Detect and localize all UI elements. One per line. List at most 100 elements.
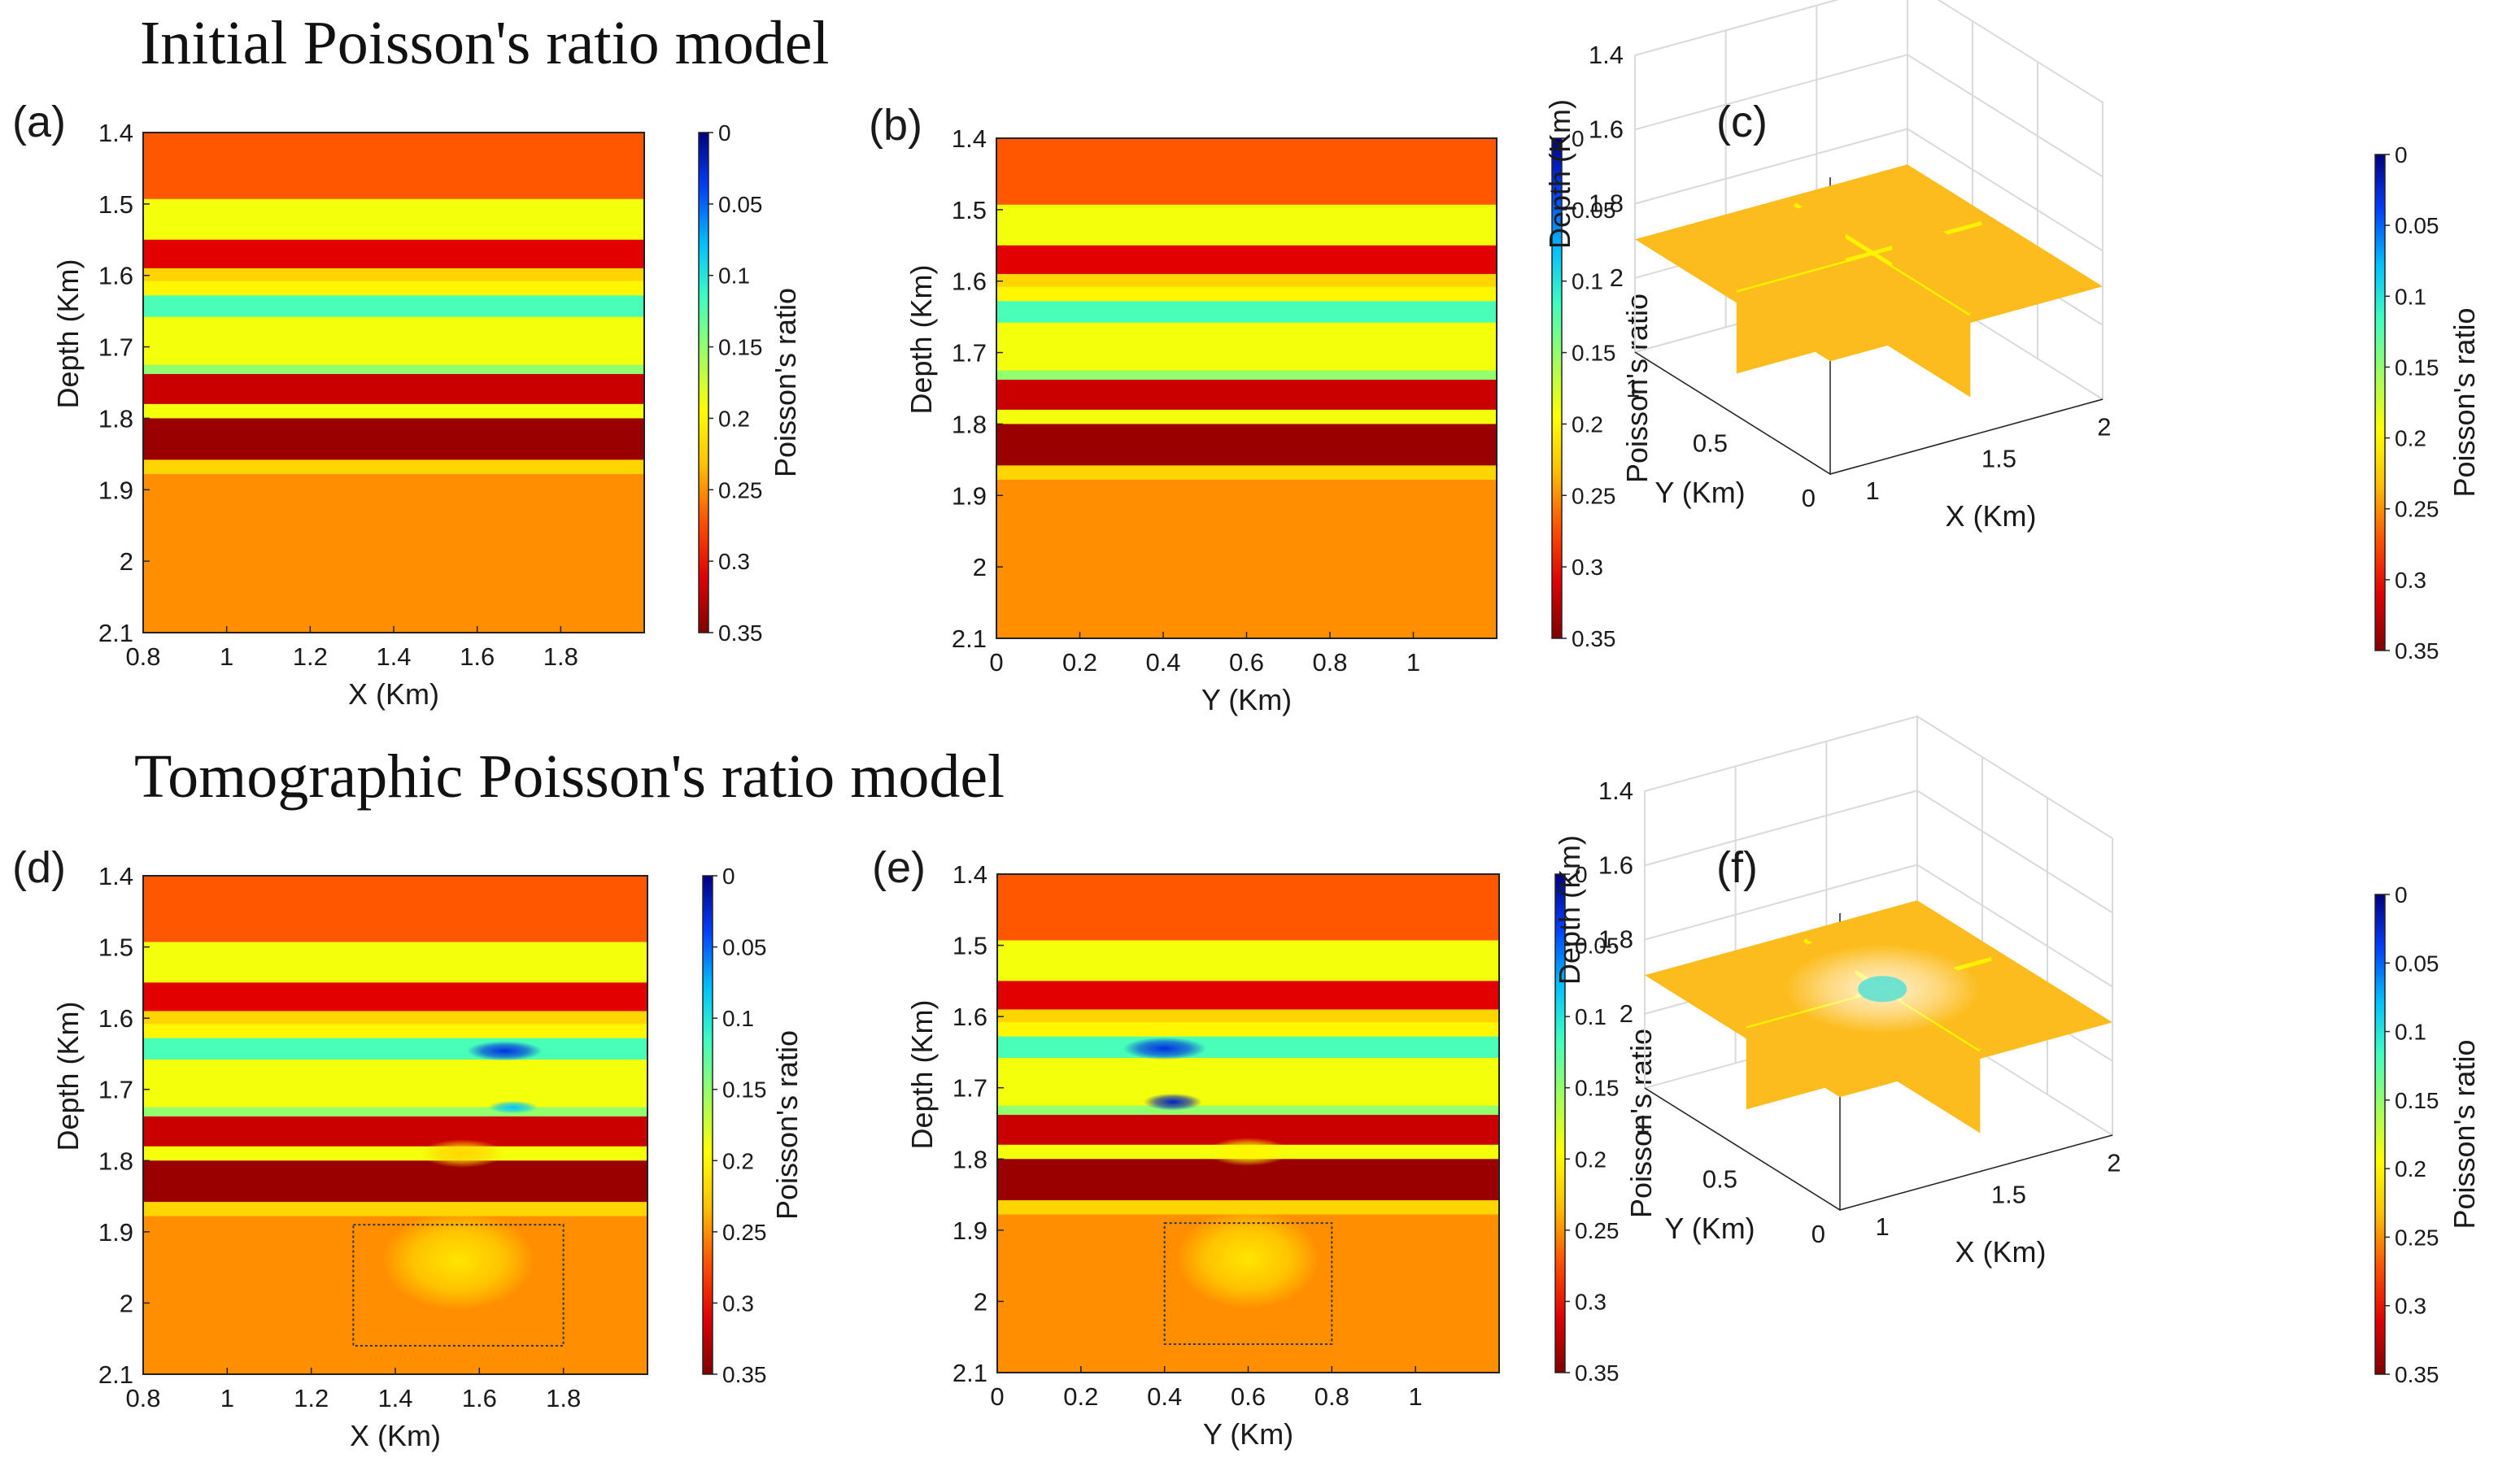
velocity-anomaly: [466, 1041, 543, 1061]
colorbar-tick-label: 0.35: [1572, 626, 1616, 651]
velocity-anomaly: [1177, 1208, 1319, 1309]
heatmap-layer: [996, 424, 1497, 466]
z-axis-label: Depth (Km): [1543, 99, 1576, 249]
colorbar-tick-label: 0.05: [722, 935, 767, 960]
colorbar-e: [1554, 873, 1566, 1373]
x-tick-label: 1: [1406, 648, 1420, 677]
z-tick-label: 2: [1620, 999, 1633, 1028]
colorbar-tick-label: 0: [1572, 126, 1585, 151]
x-tick-label: 1: [220, 642, 233, 671]
y-tick-label: 1.6: [98, 1004, 133, 1033]
y-tick-label: 1.8: [98, 404, 133, 433]
colorbar-tick-label: 0.1: [2395, 284, 2426, 309]
y-tick-label: 2.1: [98, 1360, 133, 1389]
y-tick-label: 2: [973, 553, 987, 581]
colorbar-tick-label: 0.2: [2395, 1156, 2426, 1182]
y-tick-label: 1.5: [98, 190, 133, 219]
heatmap-layer: [997, 1057, 1499, 1107]
x-axis-label: Y (Km): [1201, 683, 1292, 716]
z-tick-label: 1.4: [1589, 41, 1624, 69]
y-tick-label: 1.6: [98, 262, 133, 290]
x-tick-label: 2: [2107, 1149, 2121, 1177]
heatmap-layer: [997, 1022, 1499, 1038]
x-tick-label: 1.2: [293, 642, 328, 671]
panel-b: 0 0.2 0.4 0.6 0.8 1 1.4 1.5 1.6 1.7 1.8 1.9 2 2.1 Y (K…: [869, 101, 1654, 716]
heatmap-layer: [996, 409, 1497, 425]
colorbar-label: Poisson's ratio: [769, 288, 802, 477]
y-tick-label: 0.5: [1693, 429, 1728, 458]
x-tick-label: 1.2: [294, 1384, 329, 1412]
panel-a: 0.8 1 1.2 1.4 1.6 1.8 1.4 1.5 1.6 1.7 1.8 1.9 2 2.1 X …: [12, 98, 802, 711]
slice-depth-plane: [1635, 164, 2103, 362]
panel-label: (b): [869, 101, 922, 150]
colorbar-tick-label: 0.25: [1575, 1218, 1620, 1243]
colorbar-tick-label: 0.1: [1572, 269, 1603, 294]
heatmap-layer: [996, 245, 1497, 275]
x-tick-label: 0.4: [1147, 1382, 1182, 1411]
panel-label: (e): [872, 843, 926, 892]
colorbar-tick-label: 0: [722, 864, 735, 889]
x-tick-label: 0.8: [1312, 648, 1347, 677]
x-axis-label: X (Km): [350, 1419, 441, 1452]
z-axis-label: Depth (Km): [1553, 835, 1586, 985]
x-tick-label: 1.5: [1981, 445, 2016, 473]
velocity-anomaly: [1858, 976, 1907, 1003]
colorbar-tick-label: 0.1: [722, 1006, 754, 1031]
heatmap-layer: [996, 379, 1497, 411]
colorbar-tick-label: 0.1: [1575, 1004, 1606, 1029]
z-tick-label: 1.8: [1598, 925, 1633, 954]
x-axis-label: X (Km): [1946, 499, 2037, 533]
heatmap-layer: [143, 982, 647, 1012]
heatmap-layer: [996, 479, 1497, 638]
heatmap-layer: [997, 981, 1499, 1010]
z-tick-label: 1.6: [1598, 851, 1633, 879]
x-axis-label: Y (Km): [1203, 1417, 1293, 1451]
velocity-anomaly: [382, 1210, 534, 1311]
colorbar-label: Poisson's ratio: [2448, 1040, 2481, 1229]
title-tomographic-model: Tomographic Poisson's ratio model: [134, 742, 1005, 811]
velocity-anomaly: [421, 1139, 505, 1168]
y-tick-label: 2.1: [953, 1359, 987, 1387]
slice-x-upper: [1736, 195, 1846, 291]
y-tick-label: 1.8: [98, 1147, 133, 1175]
colorbar-tick-label: 0.35: [2395, 638, 2439, 664]
heatmap-layer: [143, 459, 644, 475]
y-tick-label: 1.4: [952, 124, 987, 153]
colorbar-tick-label: 0.25: [1572, 483, 1616, 508]
colorbar-tick-label: 0: [2395, 882, 2408, 907]
y-tick-label: 1.4: [953, 860, 987, 889]
colorbar-tick-label: 0.05: [2395, 213, 2439, 238]
y-axis-label: Y (Km): [1654, 476, 1745, 509]
colorbar-tick-label: 0.2: [2395, 426, 2426, 451]
heatmap-layer: [143, 1024, 647, 1039]
y-tick-label: 1.7: [98, 1076, 133, 1104]
colorbar-tick-label: 0.35: [718, 620, 763, 646]
title-initial-model: Initial Poisson's ratio model: [140, 9, 830, 77]
x-tick-label: 0: [990, 1382, 1004, 1411]
colorbar-tick-label: 0.25: [722, 1220, 767, 1245]
colorbar-label: Poisson's ratio: [1620, 294, 1654, 483]
x-tick-label: 2: [2097, 413, 2111, 442]
velocity-anomaly: [487, 1100, 538, 1114]
panel-label: (d): [12, 843, 66, 892]
colorbar-tick-label: 0.05: [1575, 933, 1620, 959]
x-tick-label: 1: [1866, 477, 1880, 505]
colorbar-f: [2374, 894, 2386, 1375]
x-tick-label: 0.6: [1231, 1382, 1266, 1411]
heatmap-layer: [143, 403, 644, 420]
heatmap-layer: [996, 204, 1497, 246]
colorbar-tick-label: 0.25: [2395, 497, 2439, 522]
x-tick-label: 0.4: [1145, 648, 1180, 677]
colorbar-tick-label: 0.15: [2395, 1088, 2439, 1113]
heatmap-layer: [996, 138, 1497, 206]
y-tick-label: 1.9: [98, 1218, 133, 1247]
y-tick-label: 1.6: [952, 268, 987, 296]
heatmap-layer: [996, 301, 1497, 324]
x-tick-label: 1.4: [377, 1384, 412, 1412]
heatmap-layer: [143, 1116, 647, 1147]
heatmap-layer: [997, 1009, 1499, 1023]
x-tick-label: 1.5: [1991, 1181, 2026, 1209]
colorbar-tick-label: 0.35: [1575, 1360, 1620, 1386]
x-tick-label: 1: [1409, 1382, 1423, 1411]
